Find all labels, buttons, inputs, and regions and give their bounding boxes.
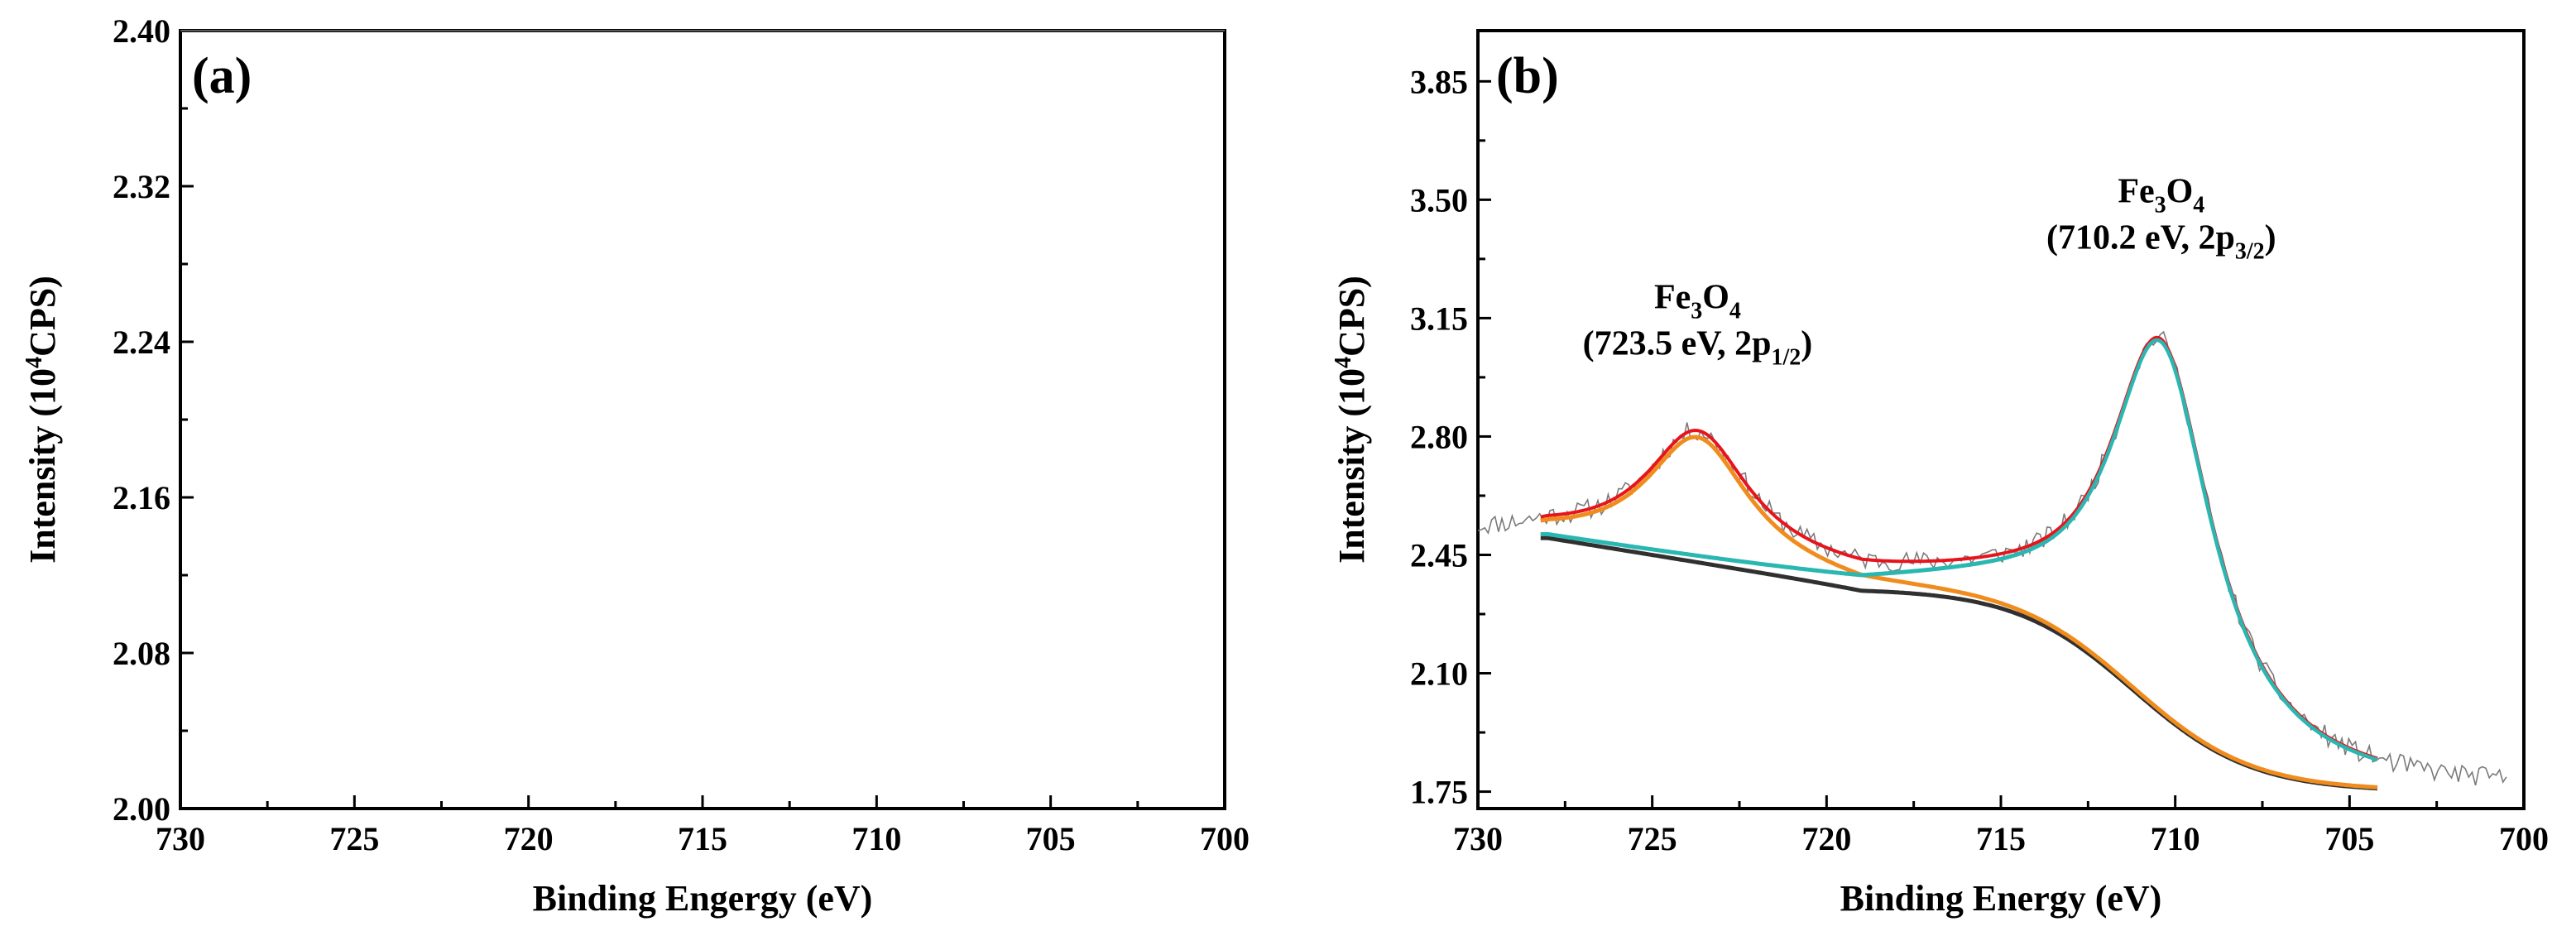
y-ticks-a: 2.00 2.08 2.16 2.24 2.32 2.40 <box>113 12 194 828</box>
plot-frame-b <box>1476 29 2526 810</box>
raw-spectrum-line <box>1477 330 2507 786</box>
background-line <box>1540 535 2378 791</box>
fit-peak-2p1-2-line <box>1540 434 2378 790</box>
y-axis-title-b: Intensity (104CPS) <box>1331 276 1372 564</box>
y-axis-title-b-sup: 4 <box>1331 357 1356 368</box>
y-tick-label: 2.80 <box>1410 418 1468 455</box>
chart-panel-b: 730 725 720 715 710 705 700 1.75 2.10 2.45 2.80 3.… <box>1331 29 2549 919</box>
y-tick-label: 2.16 <box>113 479 170 516</box>
x-ticks-a: 730 725 720 715 710 705 700 <box>156 795 1250 857</box>
x-tick-label: 705 <box>2324 820 2374 857</box>
y-axis-title-b-end: CPS) <box>1331 276 1372 357</box>
subscript-text: 4 <box>2193 193 2204 218</box>
annotation-text: Fe <box>1654 278 1691 316</box>
subscript-text: 3 <box>2155 193 2166 218</box>
annotation-species-label: Fe3O4 <box>2118 173 2204 218</box>
y-tick-label: 2.24 <box>113 324 170 361</box>
y-tick-label: 3.85 <box>1410 63 1468 100</box>
panel-label-a: (a) <box>192 48 252 104</box>
chart-panel-a: 730 725 720 715 710 705 700 2.002.082.162.242.… <box>22 12 1250 919</box>
annotation-species-label: Fe3O4 <box>1654 278 1741 324</box>
subscript-text: 1/2 <box>1772 344 1801 370</box>
y-axis-title-a: Intensity (104CPS) <box>22 276 63 564</box>
y-tick-label: 1.75 <box>1410 774 1468 811</box>
y-axis-title-a-end: CPS) <box>22 276 63 357</box>
y-tick-label: 2.40 <box>113 12 170 50</box>
y-axis-title-a-main: Intensity (10 <box>22 368 63 564</box>
annotation-text: Fe <box>2118 173 2154 211</box>
series-b <box>1477 330 2507 791</box>
annotation-detail-label: (710.2 eV, 2p3/2) <box>2046 219 2276 265</box>
series-a <box>180 30 1225 31</box>
fit-envelope-line <box>1540 335 2378 761</box>
panel-label-b: (b) <box>1496 48 1559 104</box>
x-tick-label: 715 <box>1976 820 2026 857</box>
x-tick-label: 725 <box>1628 820 1677 857</box>
annotations-b: Fe3O4(723.5 eV, 2p1/2)Fe3O4(710.2 eV, 2p… <box>1583 173 2276 371</box>
x-tick-label: 710 <box>851 820 901 857</box>
x-tick-label: 705 <box>1026 820 1076 857</box>
annotation-text: (723.5 eV, 2p <box>1583 324 1772 362</box>
x-ticks-b: 730 725 720 715 710 705 700 <box>1453 795 2549 857</box>
y-tick-label: 2.10 <box>1410 655 1468 693</box>
y-ticks-b: 1.75 2.10 2.45 2.80 3.15 3.50 3.85 <box>1410 63 1491 811</box>
annotation-text: O <box>2166 173 2194 211</box>
y-tick-label: 3.15 <box>1410 300 1468 337</box>
fit-peak-2p3-2-line <box>1540 338 2378 762</box>
x-tick-label: 720 <box>1801 820 1851 857</box>
x-axis-title-b: Binding Energy (eV) <box>1840 878 2162 919</box>
y-tick-label: 2.08 <box>113 635 170 672</box>
x-tick-label: 700 <box>1200 820 1250 857</box>
plot-frame-a <box>179 29 1226 810</box>
y-tick-label: 3.50 <box>1410 181 1468 218</box>
x-axis-title-a: Binding Engergy (eV) <box>533 878 873 919</box>
y-axis-title-b-main: Intensity (10 <box>1331 368 1372 564</box>
annotation-detail-label: (723.5 eV, 2p1/2) <box>1583 324 1813 370</box>
annotation-text: ) <box>1801 324 1812 362</box>
y-axis-title-a-sup: 4 <box>22 357 47 368</box>
y-tick-label: 2.45 <box>1410 536 1468 574</box>
x-tick-label: 700 <box>2499 820 2549 857</box>
subscript-text: 3 <box>1691 298 1702 324</box>
x-tick-label: 715 <box>678 820 727 857</box>
x-tick-label: 720 <box>504 820 554 857</box>
x-tick-label: 710 <box>2151 820 2200 857</box>
annotation-text: (710.2 eV, 2p <box>2046 219 2235 257</box>
x-tick-label: 730 <box>156 820 205 857</box>
subscript-text: 3/2 <box>2235 239 2265 265</box>
x-tick-label: 730 <box>1453 820 1503 857</box>
subscript-text: 4 <box>1729 298 1741 324</box>
x-tick-label: 725 <box>329 820 379 857</box>
y-tick-label: 2.32 <box>113 168 170 205</box>
annotation-text: ) <box>2265 219 2276 257</box>
y-tick-label: 2.00 <box>113 790 170 828</box>
fit-peak-2p3-2-overlay <box>1540 338 2378 761</box>
annotation-text: O <box>1702 278 1729 316</box>
